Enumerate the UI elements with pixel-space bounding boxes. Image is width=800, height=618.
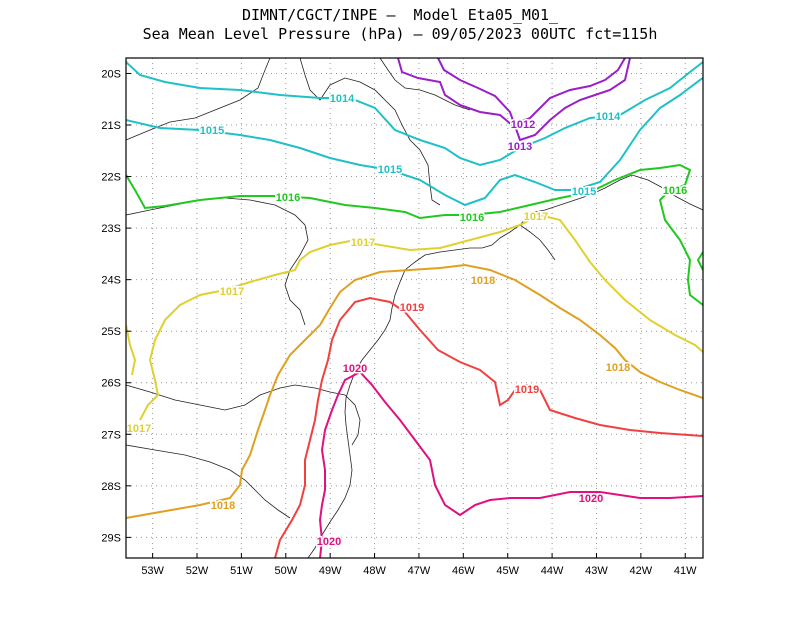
- contour-label-1016: 1016: [663, 185, 687, 197]
- lon-tick-label: 46W: [452, 565, 475, 577]
- grid-lines: [126, 58, 703, 558]
- coastline-and-borders: [126, 58, 703, 558]
- contour-label-1015: 1015: [200, 125, 224, 137]
- lon-tick-label: 47W: [408, 565, 431, 577]
- contour-label-1015: 1015: [378, 164, 402, 176]
- lat-tick-label: 25S: [101, 326, 121, 338]
- isobar-1013: [437, 58, 631, 142]
- state-border-5: [126, 444, 291, 519]
- lat-tick-label: 27S: [101, 429, 121, 441]
- lat-tick-label: 21S: [101, 120, 121, 132]
- lon-tick-label: 50W: [274, 565, 297, 577]
- contour-label-1014: 1014: [596, 111, 621, 123]
- isobar-1014-north: [126, 61, 703, 167]
- state-border-1: [126, 58, 271, 141]
- lon-tick-label: 48W: [363, 565, 386, 577]
- lon-tick-label: 44W: [541, 565, 564, 577]
- lon-tick-label: 49W: [319, 565, 342, 577]
- lat-tick-label: 20S: [101, 68, 121, 80]
- lat-tick-label: 24S: [101, 275, 121, 287]
- isobar-1019: [274, 296, 703, 558]
- isobar-1017: [139, 213, 703, 421]
- lon-tick-label: 42W: [630, 565, 653, 577]
- contour-label-1016: 1016: [276, 192, 300, 204]
- coastline: [307, 174, 703, 558]
- state-border-4: [126, 384, 346, 411]
- contour-label-1016: 1016: [460, 212, 484, 224]
- contour-label-1020: 1020: [579, 493, 603, 505]
- contour-label-1018: 1018: [211, 500, 235, 512]
- contour-label-1017: 1017: [524, 211, 548, 223]
- contour-label-1018: 1018: [606, 362, 630, 374]
- chart-title-line-1: DIMNT/CGCT/INPE – Model Eta05_M01_: [241, 6, 559, 24]
- isobar-1017-west: [126, 324, 137, 376]
- isobar-1018: [126, 263, 703, 519]
- contour-label-1015: 1015: [572, 186, 596, 198]
- lagoon: [344, 394, 361, 446]
- contour-label-1017: 1017: [220, 286, 244, 298]
- contour-label-1018: 1018: [471, 275, 495, 287]
- plot-frame: [125, 57, 704, 559]
- contour-label-1017: 1017: [127, 423, 151, 435]
- isobar-1016: [126, 163, 703, 306]
- state-border-6: [379, 58, 471, 111]
- lon-tick-label: 41W: [674, 565, 697, 577]
- isobar-1020: [318, 370, 703, 558]
- contour-label-1019: 1019: [515, 384, 539, 396]
- isobar-1012: [397, 58, 626, 127]
- isobar-1015: [126, 77, 703, 207]
- contour-label-1012: 1012: [511, 119, 535, 131]
- contour-label-1014: 1014: [330, 93, 355, 105]
- contour-label-1019: 1019: [400, 302, 424, 314]
- lon-tick-label: 51W: [230, 565, 253, 577]
- lat-tick-label: 26S: [101, 378, 121, 390]
- state-border-7: [519, 224, 556, 261]
- lat-tick-label: 23S: [101, 223, 121, 235]
- lat-tick-label: 29S: [101, 532, 121, 544]
- chart-title-line-2: Sea Mean Level Pressure (hPa) – 09/05/20…: [142, 25, 658, 43]
- lat-tick-label: 28S: [101, 481, 121, 493]
- contour-label-1020: 1020: [343, 363, 367, 375]
- contour-label-1020: 1020: [317, 536, 341, 548]
- lon-tick-label: 43W: [585, 565, 608, 577]
- lon-tick-label: 45W: [496, 565, 519, 577]
- state-border-2: [299, 58, 441, 206]
- lon-tick-label: 53W: [141, 565, 164, 577]
- contour-label-1013: 1013: [508, 141, 532, 153]
- contour-label-1017: 1017: [351, 237, 375, 249]
- lat-tick-label: 22S: [101, 172, 121, 184]
- isobar-1016-east: [696, 251, 703, 271]
- lon-tick-label: 52W: [186, 565, 209, 577]
- state-border-3: [126, 197, 309, 326]
